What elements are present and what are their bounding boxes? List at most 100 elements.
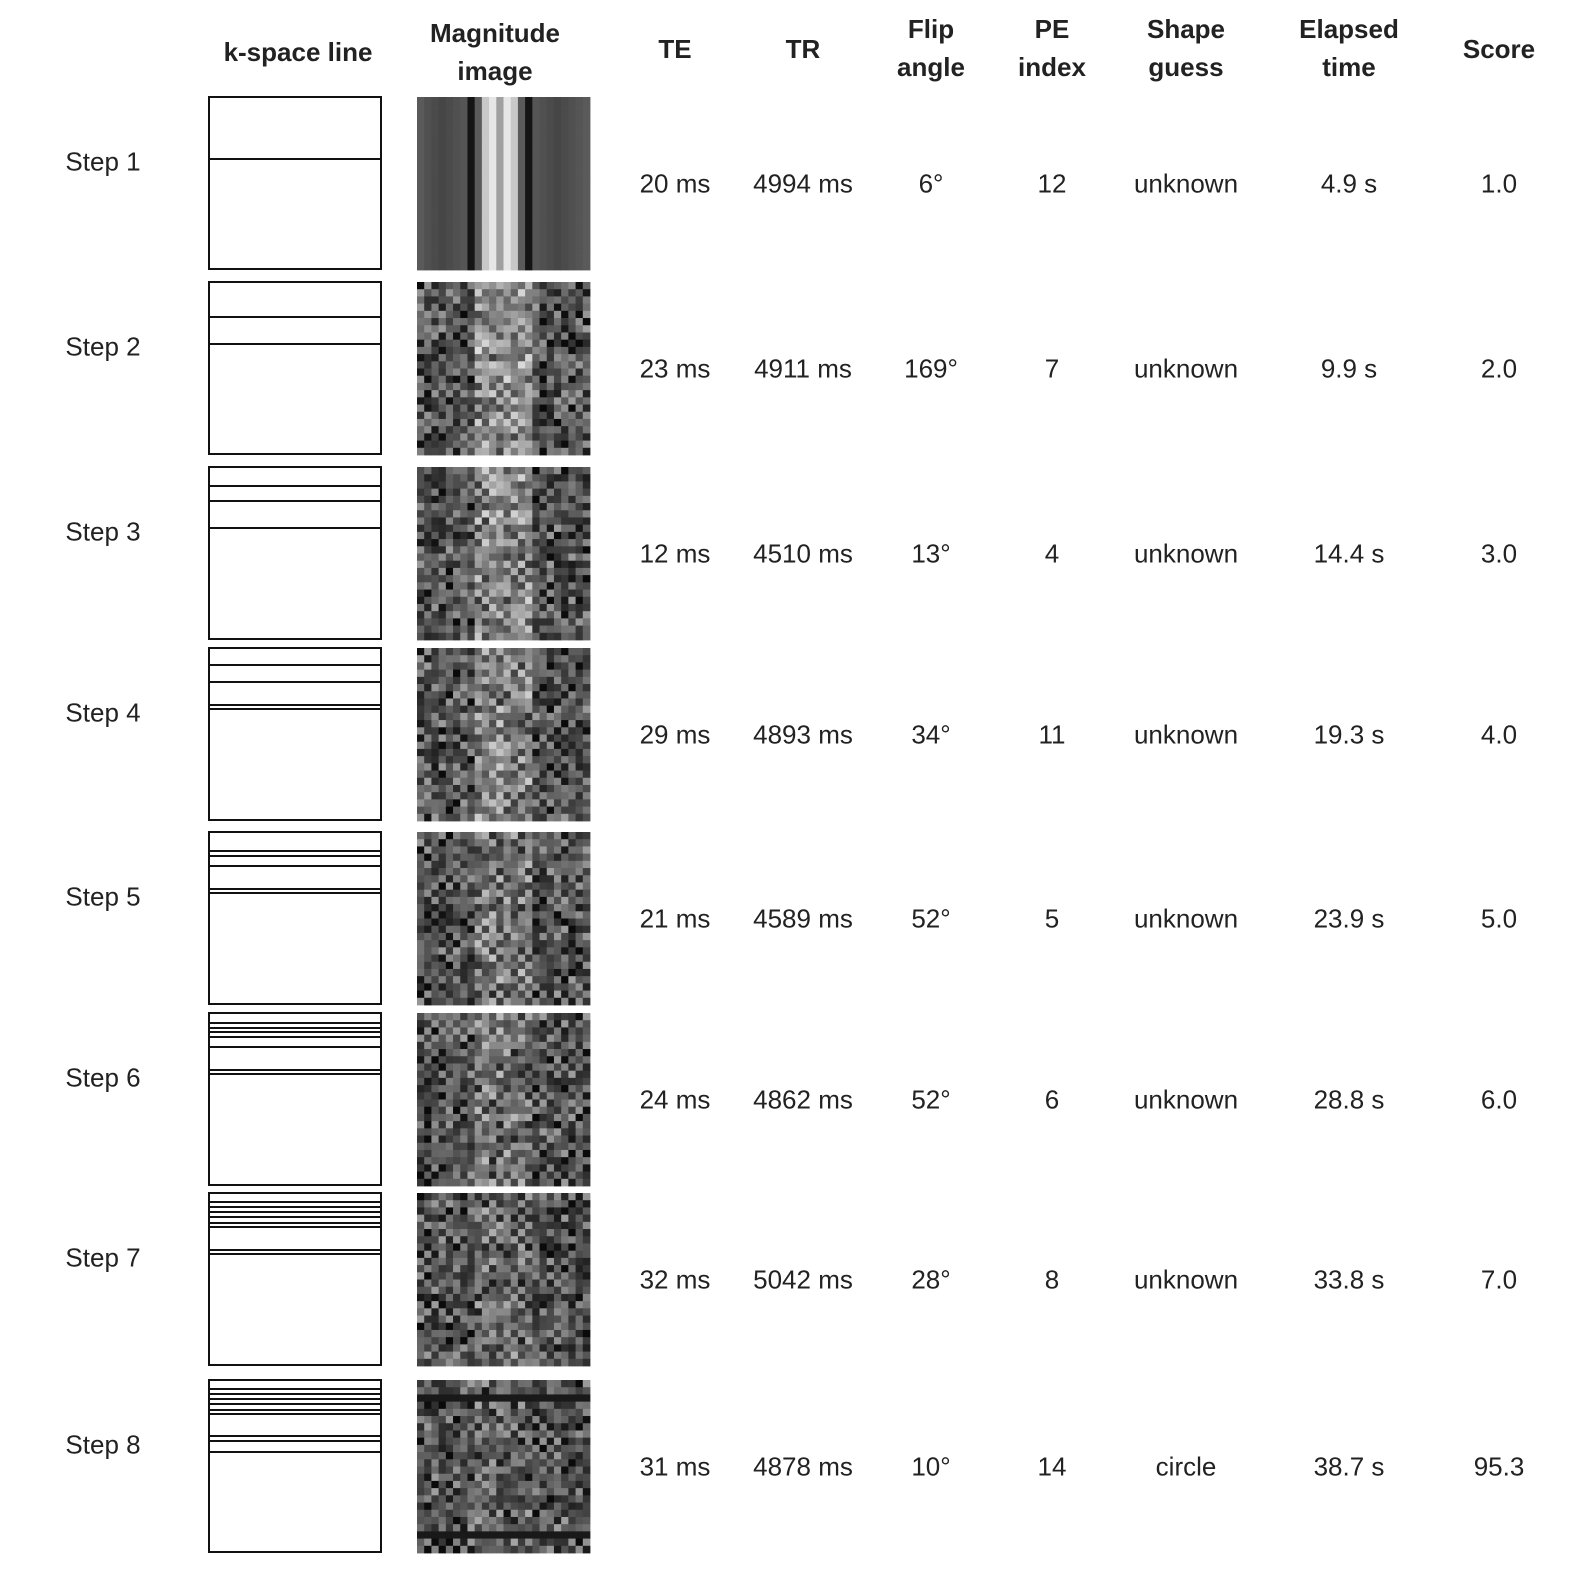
pixel	[517, 691, 526, 699]
pixel	[525, 669, 533, 678]
pixel	[553, 1193, 562, 1201]
pixel	[467, 575, 476, 583]
pixel	[460, 1286, 468, 1295]
pixel	[568, 212, 576, 220]
pixel	[445, 375, 454, 384]
pixel	[489, 488, 497, 497]
pixel	[561, 611, 569, 619]
pixel	[539, 1538, 548, 1547]
pixel	[561, 770, 569, 779]
pixel	[561, 1495, 569, 1503]
pixel	[460, 1157, 468, 1165]
pixel	[424, 1149, 432, 1158]
pixel	[539, 1430, 548, 1439]
pixel	[553, 233, 562, 242]
pixel	[582, 183, 591, 192]
pixel	[460, 375, 468, 384]
pixel	[445, 411, 454, 420]
pixel	[496, 611, 504, 619]
pixel	[445, 467, 454, 475]
pixel	[474, 1337, 483, 1345]
pixel	[467, 734, 476, 743]
pixel	[467, 303, 476, 312]
pixel	[424, 1502, 432, 1511]
pixel	[582, 147, 591, 156]
pixel	[460, 303, 468, 312]
pixel	[481, 1207, 490, 1216]
pixel	[445, 806, 454, 815]
pixel	[510, 262, 519, 271]
pixel	[532, 1315, 540, 1324]
pixel	[546, 161, 555, 170]
pixel	[424, 618, 432, 626]
pixel	[417, 241, 425, 249]
pixel	[546, 1516, 555, 1525]
pixel	[453, 1063, 461, 1072]
pixel	[481, 896, 490, 905]
pixel	[575, 792, 584, 800]
pixel	[460, 368, 468, 377]
pixel	[474, 799, 483, 807]
pixel	[424, 1286, 432, 1295]
pixel	[489, 97, 497, 105]
pixel	[489, 954, 497, 963]
pixel	[431, 976, 440, 984]
pixel	[561, 382, 569, 391]
pixel	[575, 1337, 584, 1345]
pixel	[496, 839, 504, 847]
pixel	[474, 705, 483, 714]
pixel	[553, 1473, 562, 1482]
pixel	[460, 832, 468, 840]
pixel	[453, 1279, 461, 1288]
pixel	[532, 712, 540, 721]
pixel	[445, 940, 454, 948]
pixel	[532, 567, 540, 576]
pixel	[489, 940, 497, 948]
pixel	[503, 205, 512, 213]
pixel	[575, 567, 584, 576]
pixel	[417, 190, 425, 199]
pixel	[424, 990, 432, 999]
pixel	[568, 289, 576, 297]
pixel	[474, 589, 483, 598]
pixel	[568, 190, 576, 199]
pixel	[481, 176, 490, 184]
pixel	[546, 1013, 555, 1021]
pixel	[467, 698, 476, 707]
column-header: TE	[658, 34, 692, 64]
pixel	[525, 1243, 533, 1252]
pixel	[460, 882, 468, 891]
pixel	[431, 197, 440, 206]
pixel	[546, 792, 555, 800]
pixel	[467, 1444, 476, 1453]
pixel	[503, 961, 512, 970]
pixel	[460, 1524, 468, 1532]
pixel	[525, 282, 533, 290]
pixel	[575, 390, 584, 398]
pixel	[568, 1293, 576, 1302]
pixel	[582, 1538, 591, 1547]
pixel	[517, 404, 526, 413]
pixel	[503, 741, 512, 750]
pixel	[424, 839, 432, 847]
pixel	[474, 918, 483, 927]
pixel	[496, 799, 504, 807]
pixel	[503, 539, 512, 547]
pixel	[474, 1056, 483, 1064]
pixel	[453, 1106, 461, 1115]
pixel	[568, 503, 576, 511]
pixel	[503, 176, 512, 184]
pixel	[561, 1193, 569, 1201]
pixel	[417, 1344, 425, 1352]
pixel	[539, 1495, 548, 1503]
pixel	[467, 1401, 476, 1410]
pixel	[445, 1387, 454, 1395]
pixel	[582, 918, 591, 927]
pixel	[445, 1200, 454, 1208]
pixel	[496, 648, 504, 656]
pixel	[453, 190, 461, 199]
pixel	[517, 539, 526, 547]
pixel	[467, 404, 476, 413]
pixel	[517, 169, 526, 177]
pixel	[460, 1070, 468, 1079]
